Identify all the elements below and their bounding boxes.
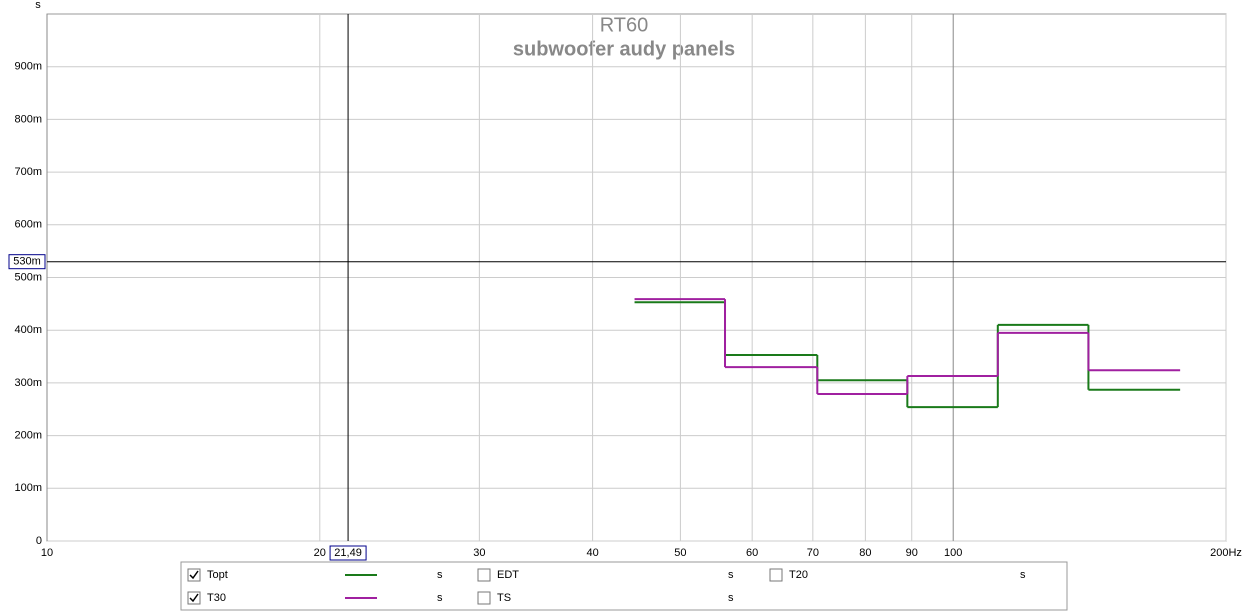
legend: [180, 561, 1068, 611]
legend-check: [189, 593, 199, 603]
legend-name: EDT: [497, 569, 519, 581]
legend-checkbox[interactable]: [769, 568, 783, 582]
y-unit: s: [35, 0, 41, 11]
legend-name: Topt: [207, 569, 228, 581]
legend-unit: s: [437, 592, 443, 604]
legend-checkbox[interactable]: [477, 568, 491, 582]
legend-unit: s: [437, 569, 443, 581]
cursor-x-label: 21,49: [334, 547, 362, 559]
legend-unit: s: [728, 592, 734, 604]
legend-checkbox[interactable]: [187, 591, 201, 605]
x-tick-label: 50: [674, 547, 686, 559]
legend-checkbox[interactable]: [477, 591, 491, 605]
y-tick-label: 800m: [14, 113, 42, 125]
y-tick-label: 700m: [14, 166, 42, 178]
legend-name: TS: [497, 592, 511, 604]
cursor-y-label: 530m: [13, 256, 41, 268]
legend-unit: s: [728, 569, 734, 581]
cursor-x-box: [329, 545, 367, 561]
x-tick-label: 200Hz: [1210, 547, 1242, 559]
x-tick-label: 80: [859, 547, 871, 559]
legend-unit: s: [1020, 569, 1026, 581]
y-tick-label: 600m: [14, 219, 42, 231]
x-tick-label: 90: [906, 547, 918, 559]
legend-name: T30: [207, 592, 226, 604]
y-tick-label: 500m: [14, 271, 42, 283]
legend-name: T20: [789, 569, 808, 581]
y-tick-label: 200m: [14, 430, 42, 442]
y-tick-label: 400m: [14, 324, 42, 336]
x-tick-label: 100: [944, 547, 962, 559]
y-tick-label: 0: [36, 535, 42, 547]
y-tick-label: 300m: [14, 377, 42, 389]
legend-check: [189, 570, 199, 580]
chart-subtitle: subwoofer audy panels: [513, 38, 735, 60]
y-tick-label: 100m: [14, 482, 42, 494]
x-tick-label: 70: [807, 547, 819, 559]
x-tick-label: 20: [314, 547, 326, 559]
cursor-y-box: [8, 254, 46, 270]
y-tick-label: 900m: [14, 61, 42, 73]
x-tick-label: 10: [41, 547, 53, 559]
legend-checkbox[interactable]: [187, 568, 201, 582]
x-tick-label: 60: [746, 547, 758, 559]
x-tick-label: 30: [473, 547, 485, 559]
x-tick-label: 40: [586, 547, 598, 559]
chart-title: RT60: [600, 14, 649, 36]
